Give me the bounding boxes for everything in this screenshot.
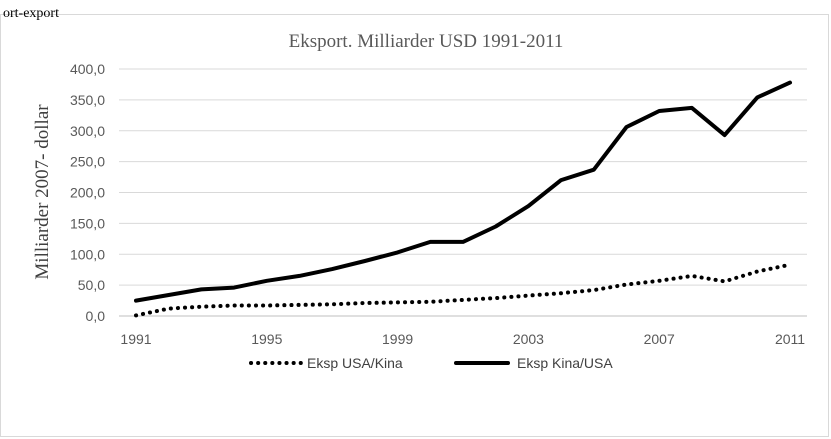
y-tick-labels: 0,0 50,0 100,0 150,0 200,0 250,0 300,0 350,0 400…	[70, 61, 105, 324]
chart-title: Eksport. Milliarder USD 1991-2011	[289, 31, 564, 52]
x-tick-labels: 1991 1995 1999 2003 2007 2011	[120, 331, 805, 347]
y-tick-label: 200,0	[70, 185, 105, 201]
x-tick-label: 1991	[120, 331, 151, 347]
series-lines	[134, 80, 792, 318]
x-tick-label: 2003	[513, 331, 544, 347]
legend: Eksp USA/Kina Eksp Kina/USA	[249, 355, 613, 371]
chart-frame: ort-export	[0, 6, 829, 437]
x-tick-label: 1999	[382, 331, 413, 347]
x-tick-label: 2011	[775, 331, 805, 347]
x-tick-label: 2007	[644, 331, 675, 347]
x-tick-label: 1995	[251, 331, 282, 347]
y-tick-label: 250,0	[70, 154, 105, 170]
y-tick-label: 150,0	[70, 215, 105, 231]
partial-heading: ort-export	[3, 6, 59, 21]
y-tick-label: 400,0	[70, 61, 105, 77]
legend-label: Eksp USA/Kina	[307, 355, 403, 371]
y-tick-label: 100,0	[70, 246, 105, 262]
y-tick-label: 350,0	[70, 92, 105, 108]
gridlines	[119, 68, 807, 317]
y-tick-label: 0,0	[86, 308, 106, 324]
series-line	[134, 262, 792, 318]
y-tick-label: 300,0	[70, 123, 105, 139]
legend-label: Eksp Kina/USA	[517, 355, 613, 371]
series-line	[134, 80, 792, 303]
y-tick-label: 50,0	[78, 277, 105, 293]
y-axis-label: Milliarder 2007- dollar	[32, 104, 53, 280]
